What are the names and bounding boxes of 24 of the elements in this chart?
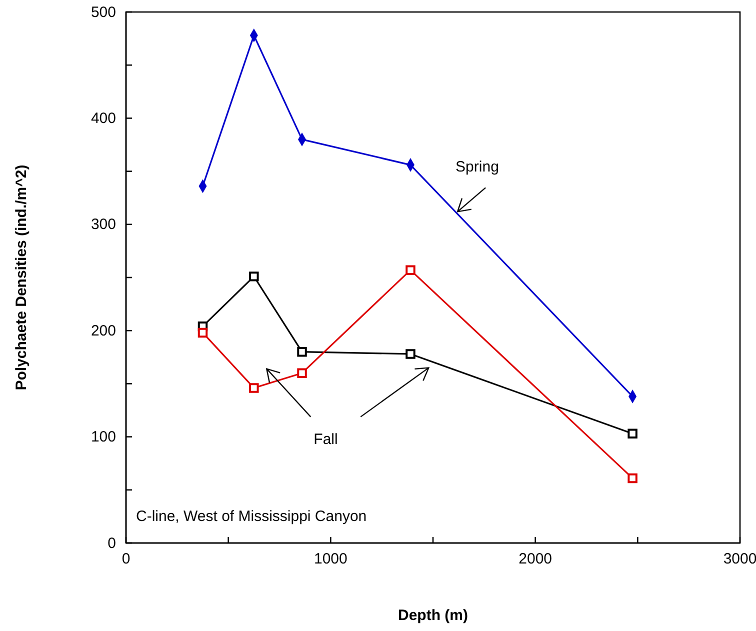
annotation: C-line, West of Mississippi Canyon: [136, 508, 367, 525]
y-tick-label: 100: [90, 428, 116, 446]
y-tick-label: 0: [108, 534, 116, 552]
annotation: Fall: [314, 430, 338, 448]
point: [628, 473, 638, 484]
point: [406, 349, 416, 359]
x-tick-label: 2000: [518, 550, 552, 568]
y-tick-label: 500: [90, 4, 116, 21]
y-tick-label: 400: [90, 110, 116, 127]
point: [249, 272, 259, 282]
annotation: Spring: [456, 158, 499, 176]
y-axis-title: Polychaete Densities (ind./m^2): [13, 164, 30, 390]
point: [249, 383, 259, 393]
point: [297, 346, 307, 357]
y-tick-label: 300: [90, 216, 116, 234]
x-axis-title: Depth (m): [398, 607, 468, 624]
point: [198, 328, 208, 338]
x-tick-label: 1000: [314, 550, 348, 568]
y-tick-label: 200: [90, 322, 116, 340]
point: [297, 368, 307, 378]
x-tick-label: 0: [122, 550, 130, 568]
x-tick-label: 3000: [723, 550, 756, 568]
point: [406, 265, 416, 275]
point: [628, 428, 638, 438]
